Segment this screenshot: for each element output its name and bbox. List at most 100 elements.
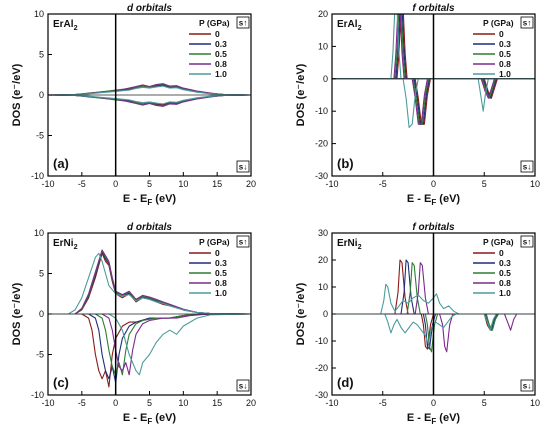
x-tick-label: -10 <box>325 398 338 408</box>
x-tick-label: 0 <box>431 398 436 408</box>
spin-up-frame <box>520 16 534 29</box>
x-tick-label: -5 <box>379 398 387 408</box>
legend-entry: 0.5 <box>499 268 511 278</box>
panel-letter: (a) <box>53 156 69 171</box>
spin-down-label: s↓ <box>239 382 247 391</box>
x-tick-label: 0 <box>113 398 118 408</box>
series-line-0.3-down <box>48 313 251 384</box>
series-line-0.8-up <box>48 83 251 96</box>
series-line-1.0-up <box>332 283 535 315</box>
legend-entry: 0 <box>215 248 220 258</box>
y-tick-label: 0 <box>323 74 328 84</box>
chart-title: f orbitals <box>412 222 455 233</box>
series-line-0.5-up <box>48 83 251 96</box>
spin-down-frame <box>520 160 534 173</box>
x-tick-label: 15 <box>212 179 222 189</box>
x-tick-label: -10 <box>41 179 54 189</box>
y-tick-label: -10 <box>31 171 44 181</box>
x-tick-label: -10 <box>325 179 338 189</box>
compound-label: ErNi2 <box>337 238 362 251</box>
series-line-0.5-up <box>332 14 535 80</box>
y-tick-label: -20 <box>315 363 328 373</box>
chart-panel: -10 -5 0 5 10 -30 -20 -10 0 10 20 f orbitals ErAl2 (b… <box>295 3 540 207</box>
y-tick-label: 20 <box>318 9 328 19</box>
y-tick-label: 10 <box>34 9 44 19</box>
chart-title: d orbitals <box>127 3 172 14</box>
compound-label: ErAl2 <box>53 19 78 32</box>
y-tick-label: -10 <box>31 390 44 400</box>
y-tick-label: 0 <box>323 309 328 319</box>
legend-entry: 0 <box>499 29 504 39</box>
series-line-1.0-up <box>48 252 251 315</box>
spin-up-frame <box>236 16 250 29</box>
x-tick-label: 20 <box>246 398 256 408</box>
y-tick-label: -5 <box>36 131 44 141</box>
spin-down-frame <box>520 379 534 392</box>
legend-title: P (GPa) <box>199 237 230 247</box>
legend-entry: 1.0 <box>215 288 227 298</box>
y-tick-label: 0 <box>39 309 44 319</box>
legend-entry: 0.3 <box>215 39 227 49</box>
series-line-0.8-down <box>48 94 251 107</box>
spin-up-box: s↑ <box>236 235 250 248</box>
y-axis-label: DOS (e⁻/eV) <box>11 282 23 345</box>
compound-label: ErAl2 <box>337 19 362 32</box>
legend-entry: 0.3 <box>499 39 511 49</box>
y-tick-label: -10 <box>315 336 328 346</box>
y-tick-label: 5 <box>39 269 44 279</box>
series-line-1.0-up <box>332 14 535 80</box>
y-tick-label: -30 <box>315 171 328 181</box>
series-line-0.3-up <box>332 259 535 315</box>
spin-down-label: s↓ <box>523 163 531 172</box>
y-tick-label: -20 <box>315 139 328 149</box>
legend-entry: 0.8 <box>499 59 511 69</box>
series-line-1.0-down <box>332 313 535 345</box>
spin-up-box: s↑ <box>520 235 534 248</box>
x-tick-label: -10 <box>41 398 54 408</box>
legend-entry: 0.5 <box>215 268 227 278</box>
series-line-0.8-up <box>332 262 535 315</box>
y-tick-label: 30 <box>318 228 328 238</box>
series-line-1.0-up <box>48 85 251 96</box>
compound-label: ErNi2 <box>53 238 78 251</box>
x-tick-label: 10 <box>530 398 540 408</box>
legend-entry: 0.5 <box>215 49 227 59</box>
legend-entry: 0.8 <box>215 278 227 288</box>
x-tick-label: 5 <box>147 398 152 408</box>
x-tick-label: 5 <box>482 179 487 189</box>
x-axis-label: E - EF (eV) <box>407 193 461 207</box>
legend-entry: 1.0 <box>499 69 511 79</box>
panel-letter: (c) <box>53 375 69 390</box>
series-line-1.0-down <box>48 313 251 376</box>
spin-down-label: s↓ <box>239 163 247 172</box>
chart-panel: -10 -5 0 5 10 15 20 -10 -5 0 5 10 d orbitals ErNi2 (c)… <box>11 222 256 426</box>
y-tick-label: 20 <box>318 255 328 265</box>
spin-down-frame <box>236 160 250 173</box>
x-tick-label: 10 <box>530 179 540 189</box>
spin-up-label: s↑ <box>523 19 531 28</box>
y-tick-label: 5 <box>39 50 44 60</box>
chart-title: d orbitals <box>127 222 172 233</box>
series-line-0-down <box>48 313 251 388</box>
panel-letter: (b) <box>337 156 354 171</box>
x-tick-label: 5 <box>482 398 487 408</box>
x-tick-label: 5 <box>147 179 152 189</box>
spin-up-frame <box>236 235 250 248</box>
y-tick-label: 10 <box>318 41 328 51</box>
spin-down-box: s↓ <box>236 379 250 392</box>
series-line-0.8-up <box>48 249 251 315</box>
legend-entry: 0 <box>499 248 504 258</box>
spin-down-box: s↓ <box>236 160 250 173</box>
spin-down-box: s↓ <box>520 160 534 173</box>
legend-entry: 0.5 <box>499 49 511 59</box>
spin-up-frame <box>520 235 534 248</box>
x-tick-label: -5 <box>379 179 387 189</box>
series-line-0.8-up <box>332 14 535 80</box>
legend-entry: 1.0 <box>499 288 511 298</box>
series-line-1.0-down <box>48 94 251 105</box>
x-tick-label: 20 <box>246 179 256 189</box>
x-tick-label: -5 <box>78 398 86 408</box>
x-tick-label: 15 <box>212 398 222 408</box>
series-line-0.3-up <box>332 14 535 80</box>
